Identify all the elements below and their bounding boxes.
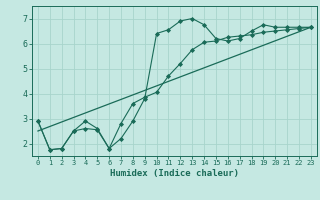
X-axis label: Humidex (Indice chaleur): Humidex (Indice chaleur) [110, 169, 239, 178]
